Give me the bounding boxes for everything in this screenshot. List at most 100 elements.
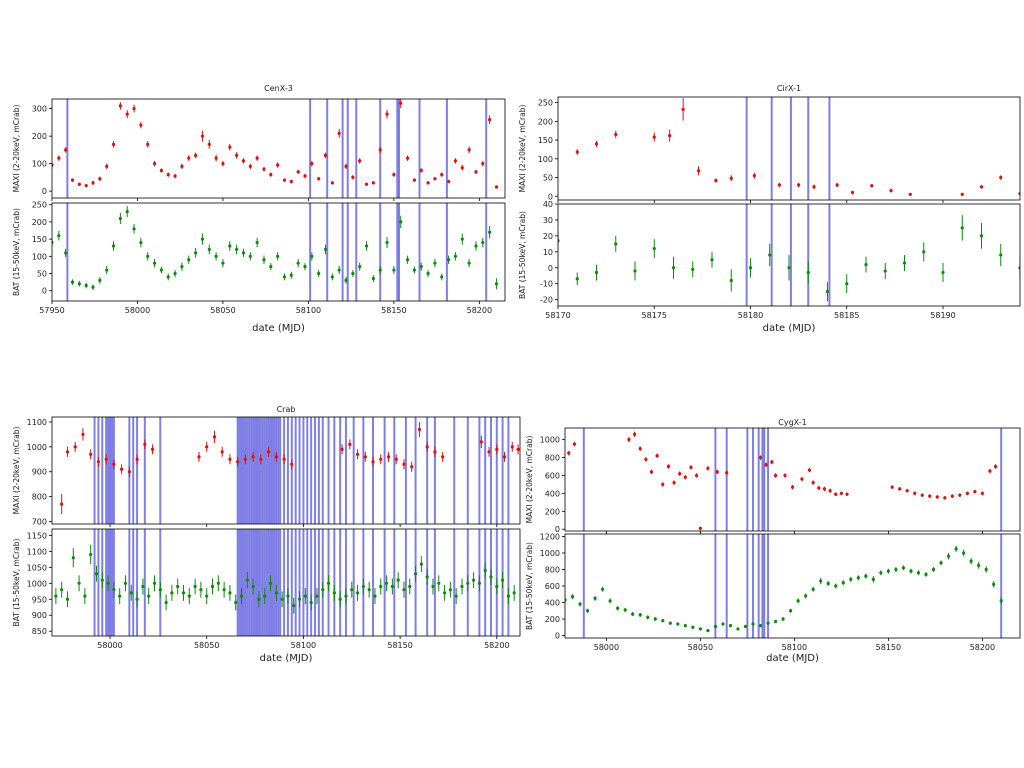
data-point [672, 481, 676, 485]
data-point [841, 581, 845, 585]
data-point [714, 178, 718, 183]
data-point [248, 254, 252, 258]
x-tick-label: 58100 [782, 643, 807, 652]
data-point [425, 445, 429, 449]
data-point [916, 571, 921, 575]
data-point [715, 470, 719, 474]
y-tick-label: 1200 [540, 532, 560, 541]
data-point [330, 181, 334, 185]
data-point [856, 576, 860, 580]
data-point [668, 133, 672, 138]
data-point [426, 271, 430, 276]
marker-lines [582, 428, 1003, 531]
marker-lines [745, 97, 831, 200]
panel-frame [564, 533, 1021, 639]
data-point [758, 455, 763, 460]
data-point [850, 190, 855, 195]
data-point [960, 226, 964, 230]
data-point [241, 251, 246, 255]
data-point [337, 268, 341, 272]
data-point [706, 628, 710, 633]
data-point [106, 581, 110, 585]
data-point [187, 258, 191, 262]
y-tick-label: 150 [32, 235, 47, 244]
data-point [199, 588, 203, 592]
data-point [197, 455, 201, 459]
data-point [146, 254, 150, 258]
data-point [344, 594, 348, 598]
data-point [289, 179, 293, 184]
x-tick-label: 58150 [387, 641, 412, 650]
data-point [419, 265, 423, 269]
data-series [52, 99, 499, 189]
data-point [384, 581, 389, 585]
data-point [193, 153, 198, 157]
data-point [632, 432, 637, 436]
x-tick-label: 58200 [970, 643, 995, 652]
data-point [965, 491, 969, 495]
data-point [408, 584, 412, 589]
data-point [251, 584, 255, 589]
data-point [344, 278, 348, 282]
data-point [60, 588, 64, 592]
y-tick-label: 400 [545, 599, 560, 608]
y-tick-label: 50 [543, 174, 553, 183]
marker-lines [66, 203, 488, 301]
data-point [127, 470, 131, 474]
data-point [471, 578, 476, 582]
data-point [879, 571, 883, 575]
data-point [228, 244, 232, 248]
data-point [64, 148, 68, 152]
data-point [348, 442, 352, 446]
data-point [290, 462, 294, 466]
data-point [367, 588, 371, 592]
y-tick-label: 0 [42, 287, 47, 296]
x-axis-label: date (MJD) [252, 323, 305, 334]
data-point [245, 578, 249, 582]
data-point [91, 285, 95, 289]
data-point [488, 118, 492, 122]
data-point [826, 581, 830, 586]
data-point [922, 250, 926, 254]
data-series [567, 431, 998, 531]
data-point [207, 142, 211, 146]
data-point [77, 282, 81, 286]
data-point [993, 464, 998, 469]
data-point [668, 621, 672, 625]
x-tick-label: 58000 [97, 641, 122, 650]
data-point [269, 265, 273, 269]
data-point [960, 192, 964, 196]
data-point [173, 271, 177, 276]
y-tick-label: 600 [545, 471, 560, 480]
data-point [132, 107, 136, 111]
data-point [159, 268, 164, 272]
data-point [789, 609, 793, 613]
marker-lines [66, 99, 488, 198]
y-tick-label: 1100 [27, 547, 47, 556]
y-axis-label: MAXI (2-20keV, mCrab) [525, 436, 534, 524]
panel-0: 700 800 900 1000 1100 MAXI (2-20keV, mCrab) [12, 416, 521, 527]
data-point [405, 258, 410, 262]
data-point [70, 280, 75, 284]
data-point [241, 159, 246, 163]
data-point [804, 594, 808, 598]
data-point [54, 594, 58, 598]
data-point [394, 457, 398, 461]
data-point [460, 166, 464, 170]
data-point [399, 101, 403, 105]
data-point [112, 462, 116, 466]
data-point [125, 112, 129, 116]
data-series [565, 545, 1003, 633]
data-point [214, 254, 218, 258]
x-axis-label: date (MJD) [763, 323, 816, 334]
panel-0: 0 100 200 300 MAXI (2-20keV, mCrab) [12, 98, 506, 201]
data-point [812, 185, 816, 189]
y-tick-label: 100 [538, 155, 553, 164]
data-point [594, 142, 599, 146]
data-point [477, 581, 481, 585]
data-point [494, 185, 499, 189]
y-tick-label: 200 [32, 218, 47, 227]
data-point [721, 622, 725, 626]
data-point [495, 447, 499, 451]
